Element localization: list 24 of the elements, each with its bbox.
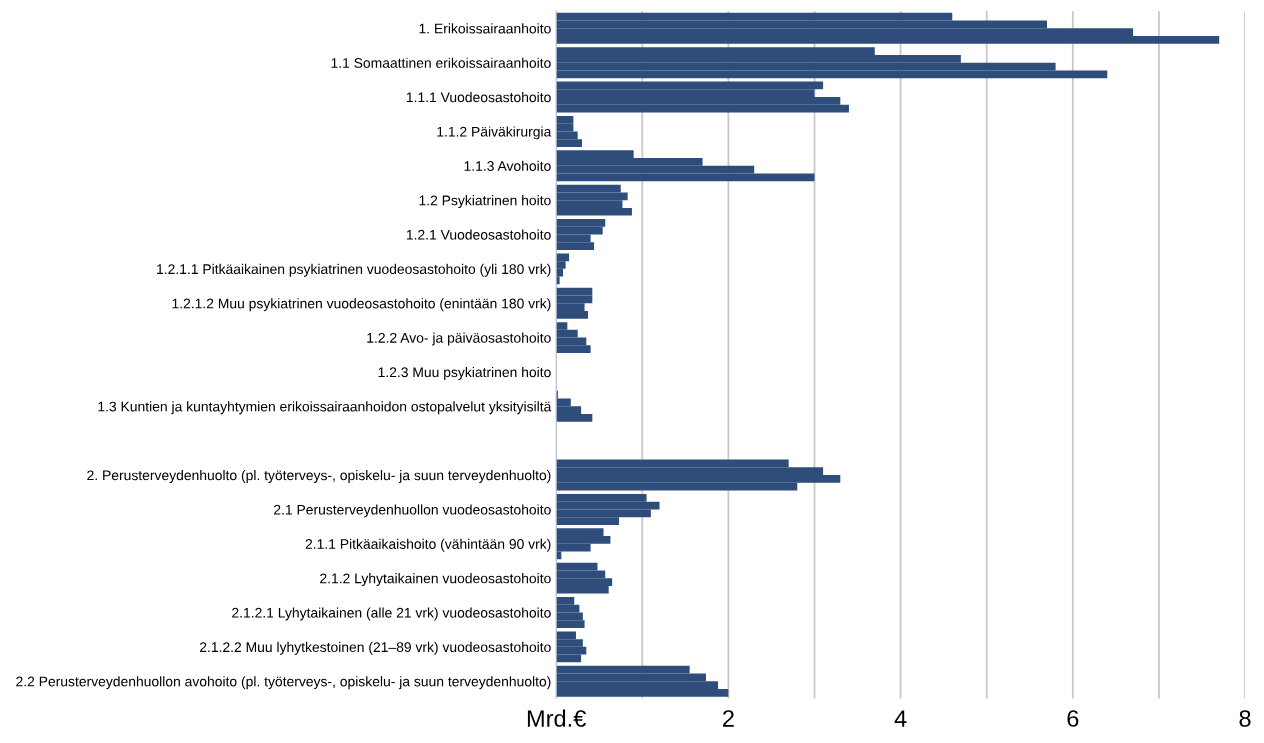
x-tick-label: Mrd.€ [527,709,587,727]
y-tick-label: 1.2.1.2 Muu psykiatrinen vuodeosastohoito (enintään 180 vrk) [172,298,551,312]
y-tick-label: 1.1.2 Päiväkirurgia [437,126,552,140]
y-tick-label: 1.1.1 Vuodeosastohoito [406,92,551,103]
y-tick-label: 2.1.1 Pitkäaikaishoito (vähintään 90 vrk) [305,538,551,552]
y-tick-label: 1.3 Kuntien ja kuntayhtymien erikoissairaanhoidon ostopalvelut yksityisiltä [98,401,552,415]
y-tick-label: 1.2.1.1 Pitkäaikainen psykiatrinen vuodeosastohoito (yli 180 vrk) [157,263,551,277]
x-tick-label: 8 [1239,710,1251,727]
y-tick-label: 2.1.2.1 Lyhytaikainen (alle 21 vrk) vuodeosastohoito [232,607,551,621]
y-tick-label: 1.2.3 Muu psykiatrinen hoito [378,366,551,380]
y-tick-label: 1.1 Somaattinen erikoissairaanhoito [331,57,551,68]
y-tick-label: 1.2.1 Vuodeosastohoito [406,229,551,240]
y-tick-label: 1.2.2 Avo- ja päiväosastohoito [367,332,551,346]
y-tick-label: 2.1.2 Lyhytaikainen vuodeosastohoito [320,573,551,587]
y-tick-label: 2.1 Perusterveydenhuollon vuodeosastohoito [274,504,551,518]
x-tick-label: 4 [894,710,907,727]
y-tick-label: 2. Perusterveydenhuolto (pl. työterveys-, opiskelu- ja suun terveydenhuolto) [87,470,551,483]
y-tick-label: 1. Erikoissairaanhoito [419,23,551,34]
y-tick-label: 2.1.2.2 Muu lyhytkestoinen (21–89 vrk) vuodeosastohoito [199,641,551,655]
x-tick-label: 6 [1067,710,1079,727]
y-tick-label: 1.1.3 Avohoito [464,160,551,171]
x-tick-label: 2 [723,710,734,727]
y-tick-label: 2.2 Perusterveydenhuollon avohoito (pl. työterveys-, opiskelu- ja suun terveydenhuolto) [16,676,551,690]
y-tick-label: 1.2 Psykiatrinen hoito [419,195,551,209]
